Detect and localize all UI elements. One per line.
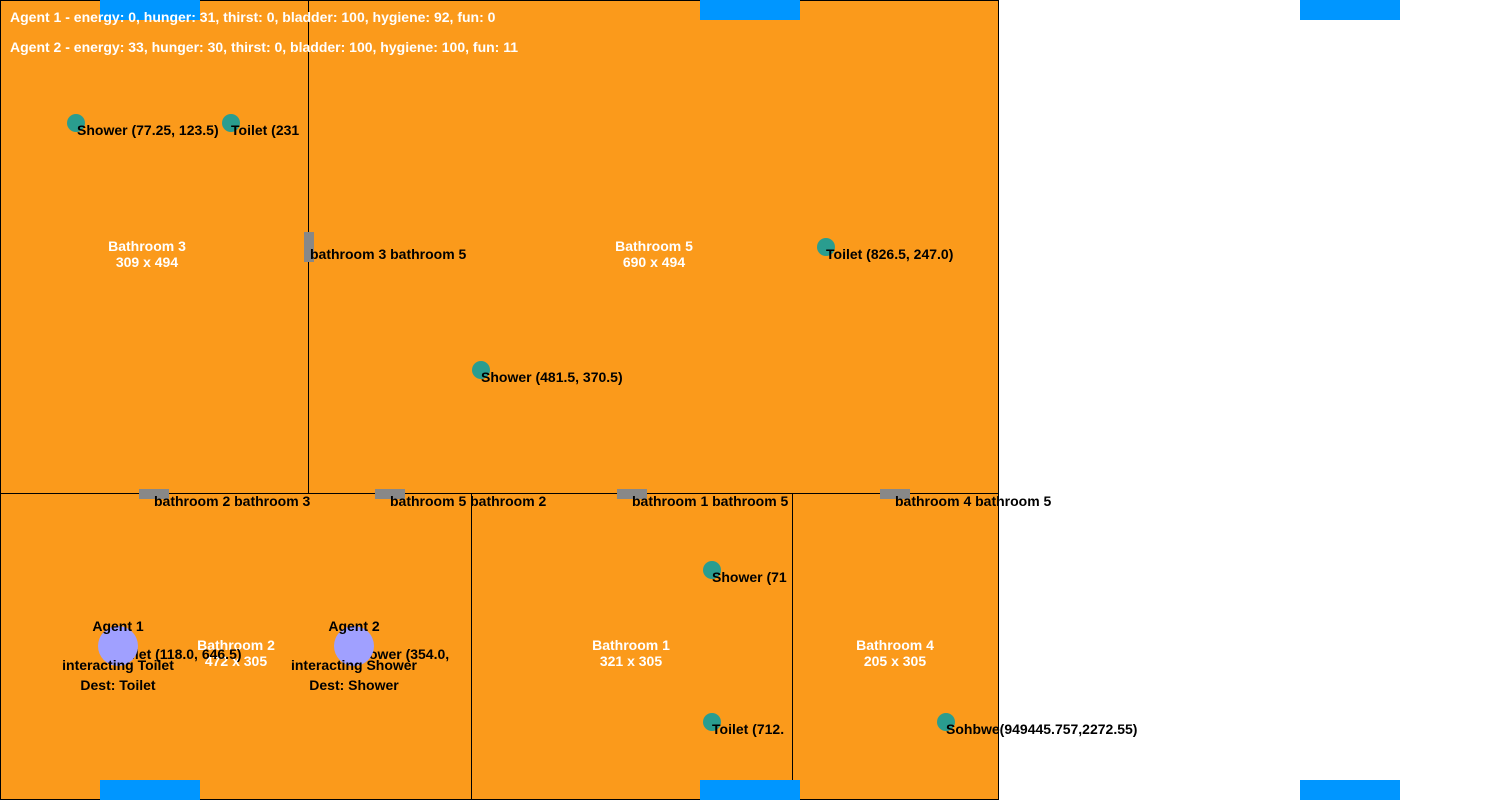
agent-1-status: Agent 1 - energy: 0, hunger: 31, thirst:…	[10, 9, 496, 25]
door-bathroom-1-bathroom-5[interactable]	[617, 489, 647, 499]
door-bathroom-5-bathroom-2[interactable]	[375, 489, 405, 499]
room-label-bathroom-2: Bathroom 2 472 x 305	[197, 637, 275, 669]
room-name: Bathroom 4	[856, 637, 934, 653]
window	[700, 780, 800, 800]
door-bathroom-3-bathroom-5[interactable]	[304, 232, 314, 262]
room-bathroom-4	[792, 493, 999, 800]
toilet-label: ilet (118.0, 646.5)	[131, 646, 242, 662]
door-label: bathroom 4 bathroom 5	[895, 493, 1052, 509]
shower-object[interactable]	[472, 361, 490, 379]
agent-2-destination: Dest: Shower	[309, 677, 399, 693]
toilet-label: Toilet (826.5, 247.0)	[826, 246, 954, 262]
door-bathroom-4-bathroom-5[interactable]	[880, 489, 910, 499]
room-name: Bathroom 1	[592, 637, 670, 653]
window	[100, 0, 200, 20]
room-name: Bathroom 3	[108, 238, 186, 254]
room-size: 321 x 305	[599, 653, 663, 669]
toilet-object[interactable]	[222, 114, 240, 132]
room-size: 472 x 305	[204, 653, 268, 669]
room-size: 309 x 494	[115, 254, 179, 270]
agent-1-name: Agent 1	[92, 618, 144, 634]
window	[1300, 780, 1400, 800]
agent-1[interactable]	[98, 626, 138, 666]
room-label-bathroom-1: Bathroom 1 321 x 305	[592, 637, 670, 669]
agent-1-destination: Dest: Toilet	[80, 677, 156, 693]
room-label-bathroom-4: Bathroom 4 205 x 305	[856, 637, 934, 669]
door-label: bathroom 2 bathroom 3	[154, 493, 311, 509]
door-label: bathroom 5 bathroom 2	[390, 493, 547, 509]
window	[700, 0, 800, 20]
room-bathroom-1	[471, 493, 794, 800]
door-label: bathroom 1 bathroom 5	[632, 493, 789, 509]
room-size: 690 x 494	[622, 254, 686, 270]
room-bathroom-3	[0, 0, 310, 495]
shower-label: Shower (481.5, 370.5)	[481, 369, 623, 385]
shower-label: Shower (71	[712, 569, 787, 585]
room-name: Bathroom 2	[197, 637, 275, 653]
room-name: Bathroom 5	[615, 238, 693, 254]
agent-2-action: interacting Shower	[290, 657, 418, 673]
window	[100, 780, 200, 800]
agent-2-name: Agent 2	[328, 618, 380, 634]
agent-2[interactable]	[334, 626, 374, 666]
shower-object[interactable]	[67, 114, 85, 132]
shower-label: Shower (77.25, 123.5)	[77, 122, 219, 138]
shower-object[interactable]	[703, 561, 721, 579]
door-bathroom-2-bathroom-3[interactable]	[139, 489, 169, 499]
room-bathroom-5	[308, 0, 999, 495]
room-label-bathroom-5: Bathroom 5 690 x 494	[615, 238, 693, 270]
room-size: 205 x 305	[863, 653, 927, 669]
agent-1-action: interacting Toilet	[62, 657, 174, 673]
agent-2-status: Agent 2 - energy: 33, hunger: 30, thirst…	[10, 39, 519, 55]
shower-label: ower (354.0,	[369, 646, 450, 662]
window	[1300, 0, 1400, 20]
toilet-object[interactable]	[703, 713, 721, 731]
toilet-object[interactable]	[817, 238, 835, 256]
room-label-bathroom-3: Bathroom 3 309 x 494	[108, 238, 186, 270]
toilet-label: Toilet (712.	[712, 721, 785, 737]
toilet-label: Toilet (231	[231, 122, 300, 138]
overlapping-object-label: Sohbwe(949445.757,2272.55)	[946, 721, 1138, 737]
door-label: bathroom 3 bathroom 5	[310, 246, 467, 262]
shower-toilet-object[interactable]	[937, 713, 955, 731]
